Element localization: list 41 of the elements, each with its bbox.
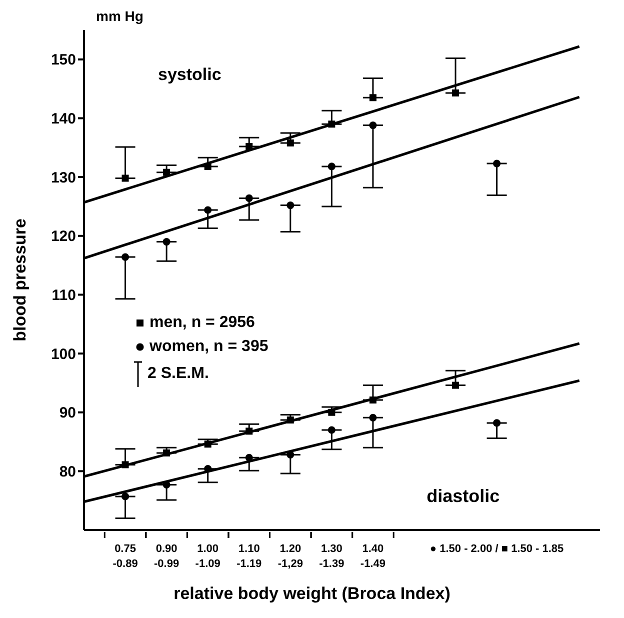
- x-tick-label: 1.40 -1.49: [360, 543, 386, 570]
- x-tick-label: ● 1.50 - 2.00 / ■ 1.50 - 1.85: [430, 543, 564, 555]
- point: [493, 419, 501, 427]
- point: [369, 94, 376, 102]
- point: [452, 382, 460, 389]
- y-tick-label: 140: [50, 110, 76, 128]
- point: [122, 174, 129, 182]
- point: [369, 121, 377, 130]
- point: [245, 194, 253, 202]
- point: [121, 253, 130, 261]
- point: [369, 414, 377, 422]
- annotation: systolic: [158, 65, 222, 86]
- y-tick-label: 80: [59, 464, 76, 480]
- point: [328, 426, 336, 434]
- y-tick-label: 150: [50, 52, 76, 69]
- point: [162, 238, 170, 246]
- point: [204, 206, 212, 214]
- x-tick-label: 1.10 -1.19: [236, 543, 262, 570]
- x-tick-label: 1.00 -1.09: [195, 543, 220, 570]
- point: [493, 160, 501, 168]
- x-tick-label: 1.20 -1,29: [278, 543, 303, 570]
- y-tick-label: 100: [50, 346, 76, 363]
- legend-label: women, n = 395: [150, 338, 268, 356]
- annotation: diastolic: [426, 486, 500, 507]
- point: [286, 201, 294, 210]
- legend-label: men, n = 2956: [150, 314, 255, 332]
- y-tick-label: 120: [50, 228, 76, 246]
- x-tick-label: 1.30 -1.39: [319, 543, 344, 570]
- y-tick-label: 130: [50, 169, 76, 186]
- x-tick-label: 0.75 -0.89: [112, 543, 138, 570]
- point: [286, 139, 294, 146]
- x-axis-title: relative body weight (Broca Index): [172, 584, 452, 604]
- y-axis-title: blood pressure: [10, 218, 30, 342]
- y-tick-label: 90: [59, 404, 76, 422]
- point: [328, 162, 336, 170]
- point: [452, 89, 460, 96]
- x-tick-label: 0.90 -0.99: [154, 543, 180, 570]
- text: mm Hg: [96, 8, 144, 24]
- y-tick-label: 110: [52, 287, 76, 304]
- point: [121, 492, 130, 500]
- annotation: 2 S.E.M.: [148, 365, 209, 384]
